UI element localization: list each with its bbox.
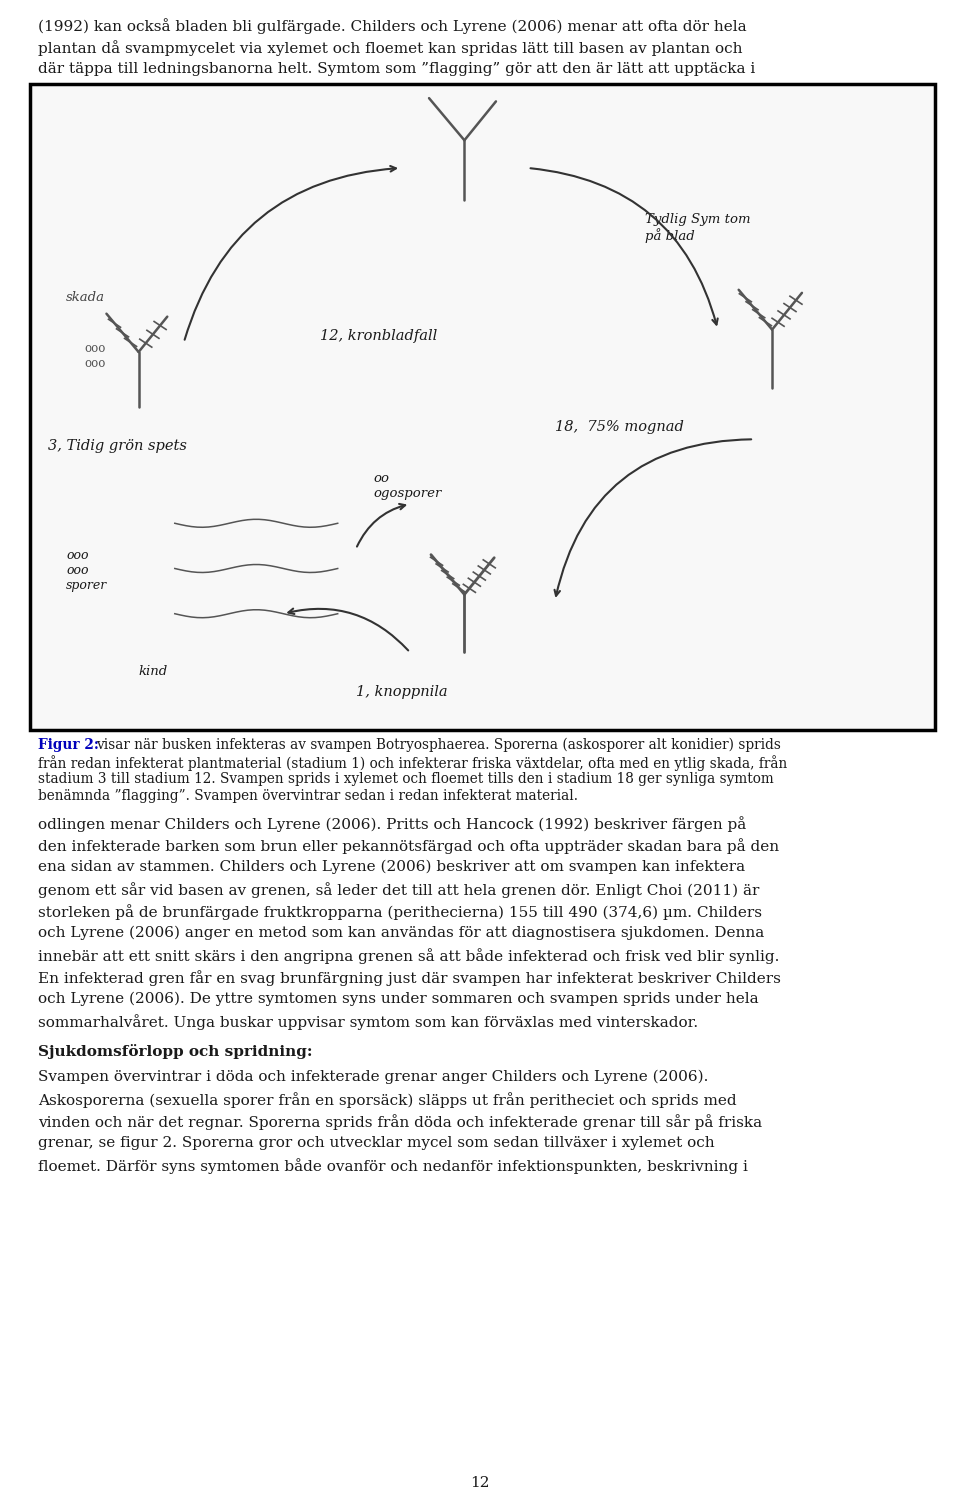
Text: och Lyrene (2006). De yttre symtomen syns under sommaren och svampen sprids unde: och Lyrene (2006). De yttre symtomen syn… bbox=[38, 991, 758, 1007]
Text: den infekterade barken som brun eller pekannötsfärgad och ofta uppträder skadan : den infekterade barken som brun eller pe… bbox=[38, 837, 780, 854]
Text: oo
ogosporer: oo ogosporer bbox=[373, 472, 443, 499]
Text: visar när busken infekteras av svampen Botryosphaerea. Sporerna (askosporer alt : visar när busken infekteras av svampen B… bbox=[96, 738, 780, 753]
Text: En infekterad gren får en svag brunfärgning just där svampen har infekterat besk: En infekterad gren får en svag brunfärgn… bbox=[38, 970, 780, 985]
Text: (1992) kan också bladen bli gulfärgade. Childers och Lyrene (2006) menar att oft: (1992) kan också bladen bli gulfärgade. … bbox=[38, 18, 747, 33]
Text: innebär att ett snitt skärs i den angripna grenen så att både infekterad och fri: innebär att ett snitt skärs i den angrip… bbox=[38, 948, 780, 964]
Text: Figur 2:: Figur 2: bbox=[38, 738, 99, 751]
Text: ooo
ooo: ooo ooo bbox=[84, 343, 106, 370]
Text: benämnda ”flagging”. Svampen övervintrar sedan i redan infekterat material.: benämnda ”flagging”. Svampen övervintrar… bbox=[38, 789, 578, 803]
Text: 1, knoppnila: 1, knoppnila bbox=[356, 685, 447, 699]
Bar bbox=[30, 85, 935, 730]
Text: där täppa till ledningsbanorna helt. Symtom som ”flagging” gör att den är lätt a: där täppa till ledningsbanorna helt. Sym… bbox=[38, 62, 756, 75]
Text: skada: skada bbox=[66, 291, 106, 303]
Text: från redan infekterat plantmaterial (stadium 1) och infekterar friska växtdelar,: från redan infekterat plantmaterial (sta… bbox=[38, 754, 787, 771]
Text: grenar, se figur 2. Sporerna gror och utvecklar mycel som sedan tillväxer i xyle: grenar, se figur 2. Sporerna gror och ut… bbox=[38, 1136, 714, 1150]
Text: 12, kronbladfall: 12, kronbladfall bbox=[320, 329, 437, 344]
Text: Askosporerna (sexuella sporer från en sporsäck) släpps ut från peritheciet och s: Askosporerna (sexuella sporer från en sp… bbox=[38, 1093, 736, 1108]
Text: 3, Tidig grön spets: 3, Tidig grön spets bbox=[48, 439, 187, 453]
Text: ena sidan av stammen. Childers och Lyrene (2006) beskriver att om svampen kan in: ena sidan av stammen. Childers och Lyren… bbox=[38, 860, 745, 874]
Text: kind: kind bbox=[138, 665, 168, 679]
Text: plantan då svampmycelet via xylemet och floemet kan spridas lätt till basen av p: plantan då svampmycelet via xylemet och … bbox=[38, 41, 742, 56]
Text: stadium 3 till stadium 12. Svampen sprids i xylemet och floemet tills den i stad: stadium 3 till stadium 12. Svampen sprid… bbox=[38, 773, 774, 786]
Text: Sjukdomsförlopp och spridning:: Sjukdomsförlopp och spridning: bbox=[38, 1044, 313, 1059]
Text: 12: 12 bbox=[470, 1476, 490, 1489]
Bar bbox=[30, 85, 935, 730]
Text: 18,  75% mognad: 18, 75% mognad bbox=[555, 420, 684, 435]
Text: odlingen menar Childers och Lyrene (2006). Pritts och Hancock (1992) beskriver f: odlingen menar Childers och Lyrene (2006… bbox=[38, 816, 746, 831]
Text: Svampen övervintrar i döda och infekterade grenar anger Childers och Lyrene (200: Svampen övervintrar i döda och infektera… bbox=[38, 1070, 708, 1085]
Text: vinden och när det regnar. Sporerna sprids från döda och infekterade grenar till: vinden och när det regnar. Sporerna spri… bbox=[38, 1114, 762, 1130]
Text: floemet. Därför syns symtomen både ovanför och nedanför infektionspunkten, beskr: floemet. Därför syns symtomen både ovanf… bbox=[38, 1157, 748, 1174]
Text: ooo
ooo
sporer: ooo ooo sporer bbox=[66, 549, 108, 592]
Text: sommarhalvåret. Unga buskar uppvisar symtom som kan förväxlas med vinterskador.: sommarhalvåret. Unga buskar uppvisar sym… bbox=[38, 1014, 698, 1029]
Text: och Lyrene (2006) anger en metod som kan användas för att diagnostisera sjukdome: och Lyrene (2006) anger en metod som kan… bbox=[38, 927, 764, 940]
Text: storleken på de brunfärgade fruktkropparna (perithecierna) 155 till 490 (374,6) : storleken på de brunfärgade fruktkroppar… bbox=[38, 904, 762, 920]
Text: genom ett sår vid basen av grenen, så leder det till att hela grenen dör. Enligt: genom ett sår vid basen av grenen, så le… bbox=[38, 881, 759, 898]
Text: Tydlig Sym tom
på blad: Tydlig Sym tom på blad bbox=[645, 213, 751, 243]
